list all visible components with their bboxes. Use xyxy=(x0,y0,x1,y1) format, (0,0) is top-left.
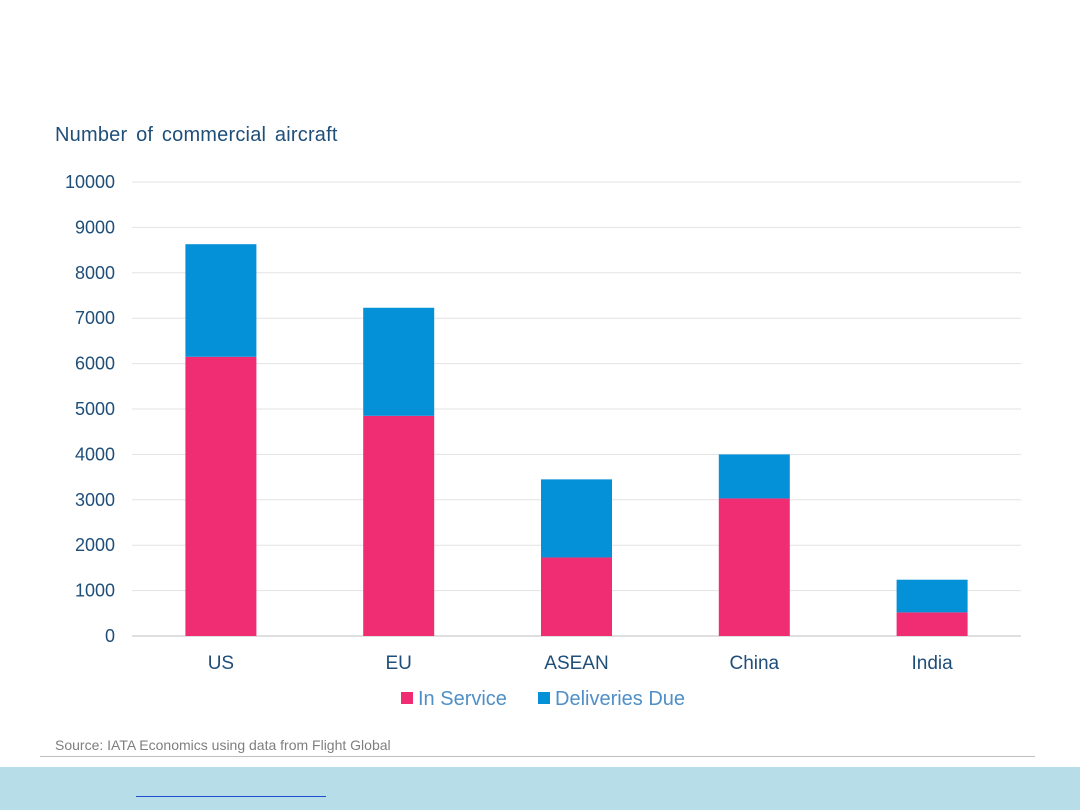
y-tick-label: 9000 xyxy=(75,217,115,237)
y-tick-label: 8000 xyxy=(75,263,115,283)
y-tick-label: 10000 xyxy=(65,172,115,192)
legend-swatch xyxy=(401,692,413,704)
legend-label: In Service xyxy=(418,688,507,710)
bar-deliveries-due xyxy=(896,579,968,613)
x-tick-label: ASEAN xyxy=(544,653,608,674)
y-tick-label: 4000 xyxy=(75,444,115,464)
bar-in-service xyxy=(541,557,612,636)
y-ticks: 0 1000 2000 3000 4000 5000 6000 7000 8000 9000 100… xyxy=(65,172,115,646)
x-tick-label: China xyxy=(729,653,779,674)
y-tick-label: 3000 xyxy=(75,490,115,510)
x-tick-label: EU xyxy=(385,653,411,674)
legend: In Service Deliveries Due xyxy=(401,688,685,710)
legend-swatch xyxy=(538,692,550,704)
bar-in-service xyxy=(185,356,257,636)
chart: 0 1000 2000 3000 4000 5000 6000 7000 8000 9000 100… xyxy=(65,172,1021,710)
source-note: Source: IATA Economics using data from F… xyxy=(55,737,391,753)
y-tick-label: 5000 xyxy=(75,399,115,419)
bar-deliveries-due xyxy=(718,454,790,499)
x-tick-label: US xyxy=(208,653,234,674)
y-tick-label: 7000 xyxy=(75,308,115,328)
bar-deliveries-due xyxy=(363,307,435,416)
bar-in-service xyxy=(363,415,435,636)
bar-in-service xyxy=(718,498,790,636)
bars xyxy=(185,244,968,636)
x-tick-label: India xyxy=(911,653,953,674)
divider xyxy=(40,756,1035,757)
footer-bar xyxy=(0,767,1080,810)
x-ticks: US EU ASEAN China India xyxy=(208,653,953,674)
y-tick-label: 6000 xyxy=(75,354,115,374)
bar-deliveries-due xyxy=(541,479,612,558)
bar-deliveries-due xyxy=(185,244,257,357)
y-axis-title: Number of commercial aircraft xyxy=(55,124,338,146)
legend-label: Deliveries Due xyxy=(555,688,685,710)
y-tick-label: 0 xyxy=(105,626,115,646)
bar-in-service xyxy=(896,612,968,636)
y-tick-label: 1000 xyxy=(75,581,115,601)
footer-link-underline[interactable] xyxy=(136,796,326,797)
y-tick-label: 2000 xyxy=(75,535,115,555)
